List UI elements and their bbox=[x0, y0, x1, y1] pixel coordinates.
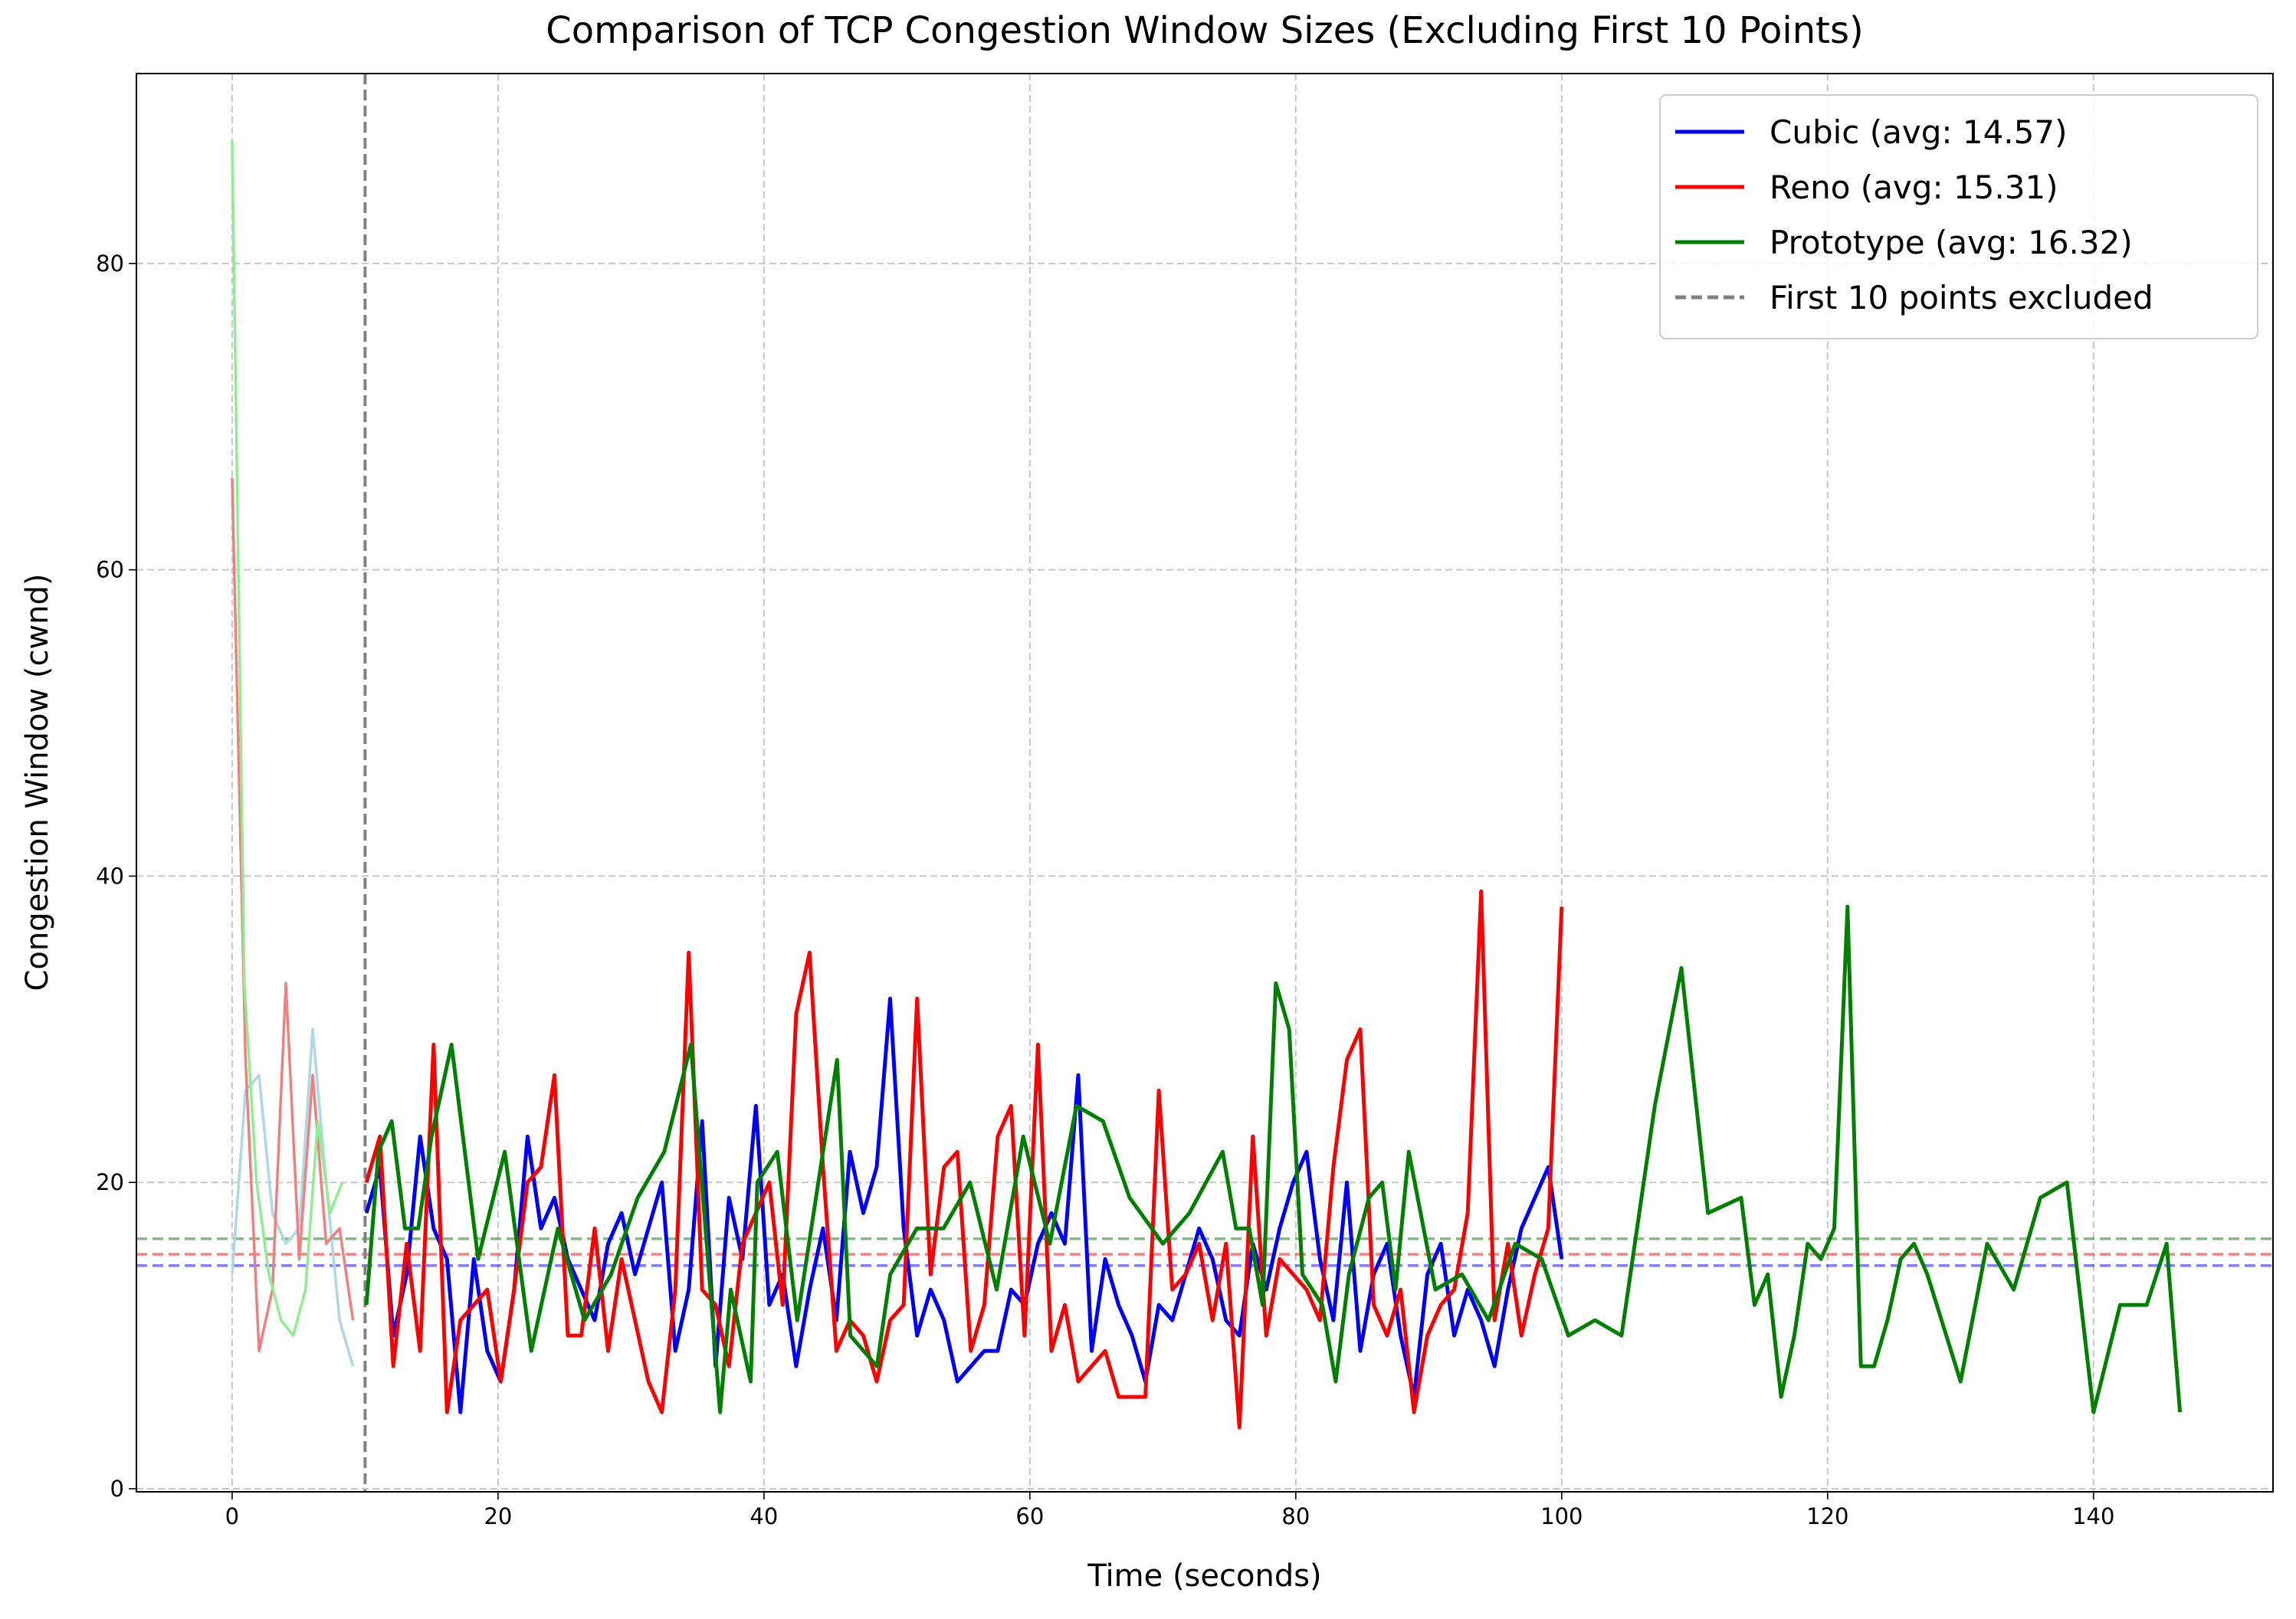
plot-area bbox=[136, 74, 2273, 1492]
y-tick-label: 40 bbox=[96, 863, 124, 889]
excluded-line bbox=[231, 477, 355, 1352]
series-line bbox=[364, 889, 1564, 1430]
x-tick-label: 40 bbox=[749, 1503, 778, 1529]
plot-frame bbox=[136, 73, 2274, 1493]
x-tick-label: 80 bbox=[1281, 1503, 1310, 1529]
legend-label: Prototype (avg: 16.32) bbox=[1770, 224, 2133, 261]
x-tick-label: 120 bbox=[1806, 1503, 1848, 1529]
legend-label: Cubic (avg: 14.57) bbox=[1770, 113, 2067, 151]
x-tick-label: 100 bbox=[1540, 1503, 1583, 1529]
x-tick-label: 60 bbox=[1015, 1503, 1044, 1529]
legend-label: Reno (avg: 15.31) bbox=[1770, 169, 2058, 206]
y-axis-label: Congestion Window (cwnd) bbox=[20, 573, 55, 991]
y-tick-label: 20 bbox=[96, 1169, 124, 1195]
series-line bbox=[364, 904, 2183, 1414]
y-tick-label: 0 bbox=[110, 1476, 124, 1502]
y-tick-label: 80 bbox=[96, 251, 124, 277]
x-axis-label: Time (seconds) bbox=[1087, 1558, 1321, 1594]
legend-label: First 10 points excluded bbox=[1770, 279, 2153, 316]
legend-box bbox=[1659, 94, 2258, 339]
y-tick-label: 60 bbox=[96, 557, 124, 583]
x-tick-label: 0 bbox=[225, 1503, 239, 1529]
excluded-line bbox=[231, 140, 344, 1337]
chart-title: Comparison of TCP Congestion Window Size… bbox=[546, 9, 1863, 52]
excluded-line bbox=[231, 1027, 355, 1367]
x-tick-label: 140 bbox=[2072, 1503, 2114, 1529]
x-tick-label: 20 bbox=[484, 1503, 512, 1529]
